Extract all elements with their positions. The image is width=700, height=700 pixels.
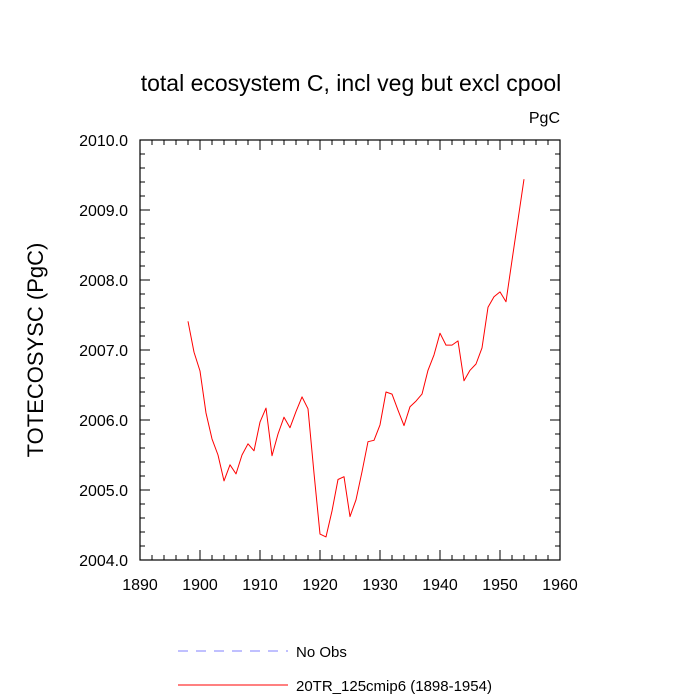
- legend-label-no-obs: No Obs: [296, 644, 347, 661]
- units-label: PgC: [529, 110, 560, 127]
- x-tick-label: 1950: [482, 577, 518, 594]
- x-tick-labels: 1890 1900 1910 1920 1930 1940 1950 1960: [122, 577, 578, 594]
- y-tick-label: 2006.0: [79, 413, 128, 430]
- x-tick-label: 1930: [362, 577, 398, 594]
- chart-title: total ecosystem C, incl veg but excl cpo…: [141, 70, 562, 96]
- x-tick-label: 1910: [242, 577, 278, 594]
- plot-frame: [139, 139, 561, 561]
- y-tick-label: 2009.0: [79, 203, 128, 220]
- x-tick-label: 1890: [122, 577, 158, 594]
- y-tick-labels: 2004.0 2005.0 2006.0 2007.0 2008.0 2009.0 2010…: [79, 133, 128, 570]
- data-series: [187, 179, 525, 538]
- y-tick-label: 2010.0: [79, 133, 128, 150]
- series-line-20tr-125cmip6: [187, 179, 525, 538]
- x-tick-label: 1900: [182, 577, 218, 594]
- legend-label-series: 20TR_125cmip6 (1898-1954): [296, 678, 492, 695]
- legend: No Obs 20TR_125cmip6 (1898-1954): [178, 644, 492, 695]
- x-tick-label: 1920: [302, 577, 338, 594]
- y-tick-label: 2007.0: [79, 343, 128, 360]
- y-tick-label: 2008.0: [79, 273, 128, 290]
- y-tick-label: 2004.0: [79, 553, 128, 570]
- x-tick-label: 1940: [422, 577, 458, 594]
- y-axis-label: TOTECOSYSC (PgC): [23, 243, 48, 458]
- x-tick-label: 1960: [542, 577, 578, 594]
- y-tick-label: 2005.0: [79, 483, 128, 500]
- axis-ticks: [139, 139, 561, 561]
